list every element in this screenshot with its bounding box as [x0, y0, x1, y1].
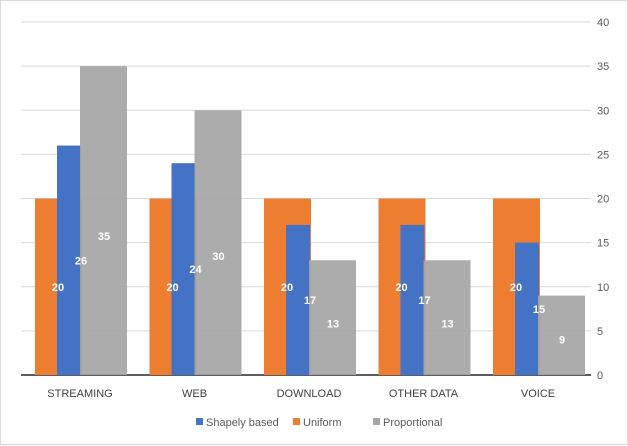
- x-category-label: OTHER DATA: [389, 388, 459, 400]
- data-label: 9: [559, 334, 565, 346]
- data-label: 13: [441, 318, 453, 330]
- x-category-label: WEB: [182, 388, 207, 400]
- y-tick-label: 40: [597, 17, 609, 29]
- data-label: 35: [98, 231, 110, 243]
- bar-proportional: [538, 295, 585, 375]
- data-labels: 26 20 35 24 20 30 17 20 13 17 20 13 15 20 9: [52, 231, 565, 346]
- bar-proportional: [423, 260, 471, 375]
- legend-swatch: [373, 418, 380, 425]
- bar-shapely-based: [57, 145, 81, 375]
- data-label: 20: [166, 282, 178, 294]
- bar-shapely-based: [515, 242, 539, 375]
- legend-item: Proportional: [373, 417, 442, 429]
- legend-swatch: [293, 418, 300, 425]
- data-label: 15: [533, 304, 545, 316]
- bar-proportional: [309, 260, 356, 375]
- y-tick-label: 25: [597, 149, 609, 161]
- y-tick-label: 0: [597, 370, 603, 382]
- legend-label: Shapely based: [206, 417, 279, 429]
- y-axis-ticks: 0 5 10 15 20 25 30 35 40: [597, 17, 609, 382]
- y-tick-label: 10: [597, 282, 609, 294]
- bars: [35, 66, 585, 375]
- data-label: 26: [75, 255, 87, 267]
- data-label: 20: [510, 282, 522, 294]
- bar-shapely-based: [171, 163, 196, 375]
- data-label: 17: [418, 295, 430, 307]
- bar-shapely-based: [286, 224, 310, 375]
- data-label: 20: [395, 282, 407, 294]
- data-label: 13: [327, 318, 339, 330]
- bar-shapely-based: [400, 224, 425, 375]
- data-label: 20: [52, 282, 64, 294]
- y-tick-label: 5: [597, 326, 603, 338]
- y-tick-label: 35: [597, 61, 609, 73]
- x-category-label: DOWNLOAD: [277, 388, 342, 400]
- legend-swatch: [196, 418, 203, 425]
- data-label: 17: [304, 295, 316, 307]
- category-labels: STREAMING WEB DOWNLOAD OTHER DATA VOICE: [47, 388, 555, 400]
- legend-item: Uniform: [293, 417, 342, 429]
- y-tick-label: 15: [597, 238, 609, 250]
- x-category-label: STREAMING: [47, 388, 112, 400]
- y-tick-label: 20: [597, 194, 609, 206]
- legend-label: Uniform: [303, 417, 342, 429]
- x-category-label: VOICE: [521, 388, 555, 400]
- y-tick-label: 30: [597, 105, 609, 117]
- data-label: 24: [189, 264, 202, 276]
- bar-proportional: [194, 110, 242, 375]
- legend-item: Shapely based: [196, 417, 279, 429]
- data-label: 30: [212, 251, 224, 263]
- legend: Shapely based Uniform Proportional: [196, 417, 442, 429]
- legend-label: Proportional: [383, 417, 442, 429]
- bar-proportional: [80, 66, 127, 375]
- data-label: 20: [281, 282, 293, 294]
